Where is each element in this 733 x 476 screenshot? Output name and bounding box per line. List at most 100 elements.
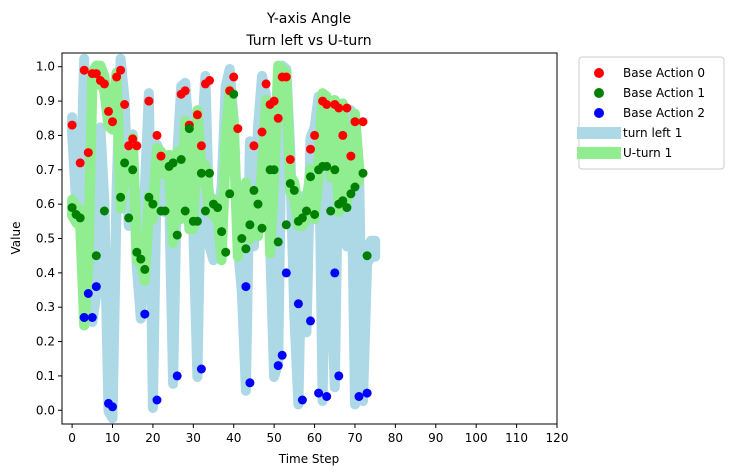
y-tick-label: 0.5: [36, 232, 55, 246]
point-base-action-1: [221, 247, 231, 257]
x-tick-label: 110: [505, 431, 528, 445]
point-base-action-2: [245, 378, 255, 388]
point-base-action-1: [144, 192, 154, 202]
point-base-action-0: [310, 130, 320, 140]
point-base-action-1: [326, 206, 336, 216]
point-base-action-0: [205, 76, 214, 85]
y-tick-label: 1.0: [36, 60, 55, 74]
point-base-action-0: [249, 141, 259, 151]
point-base-action-1: [213, 203, 223, 213]
point-base-action-0: [108, 117, 117, 127]
x-tick-label: 80: [388, 431, 403, 445]
x-tick-label: 100: [465, 431, 488, 445]
band-u-turn: [67, 60, 364, 331]
point-base-action-1: [205, 168, 214, 178]
point-base-action-0: [342, 103, 352, 113]
point-base-action-0: [273, 113, 283, 123]
point-base-action-2: [322, 392, 332, 401]
point-base-action-1: [362, 251, 372, 261]
x-tick-label: 90: [428, 431, 443, 445]
point-base-action-0: [152, 130, 162, 140]
point-base-action-2: [314, 388, 324, 398]
ticks-layer: 0 10 20 30 40 50 60 70 80 90 100 110 120 0.0 0.1 0.2 0.3…: [36, 60, 569, 445]
x-tick-label: 70: [347, 431, 362, 445]
point-base-action-1: [91, 251, 101, 261]
point-base-action-1: [225, 189, 235, 199]
point-base-action-2: [306, 316, 315, 326]
point-base-action-1: [192, 216, 202, 226]
x-tick-label: 10: [105, 431, 120, 445]
point-base-action-1: [184, 124, 194, 134]
point-base-action-0: [116, 65, 126, 75]
x-tick-label: 0: [68, 431, 76, 445]
x-tick-label: 120: [546, 431, 569, 445]
point-base-action-0: [334, 103, 344, 113]
point-base-action-2: [362, 388, 372, 398]
point-base-action-0: [112, 72, 122, 82]
point-base-action-2: [281, 268, 291, 278]
x-axis-label: Time Step: [278, 452, 340, 466]
point-base-action-1: [120, 158, 130, 168]
point-base-action-1: [160, 206, 170, 216]
x-tick-label: 50: [267, 431, 282, 445]
y-tick-label: 0.8: [36, 128, 55, 142]
chart-subtitle: Turn left vs U-turn: [245, 33, 371, 49]
point-base-action-2: [297, 395, 307, 405]
point-base-action-1: [67, 203, 77, 213]
legend-swatch-u-turn: [577, 147, 621, 159]
point-base-action-0: [338, 130, 348, 140]
point-base-action-1: [128, 165, 138, 175]
point-base-action-1: [253, 199, 263, 209]
point-base-action-1: [136, 254, 146, 264]
point-base-action-0: [261, 79, 271, 89]
chart-title: Y-axis Angle: [266, 11, 351, 27]
point-base-action-0: [196, 141, 206, 151]
point-base-action-2: [140, 309, 150, 319]
point-base-action-1: [168, 158, 178, 168]
point-base-action-1: [342, 203, 352, 213]
x-tick-label: 20: [145, 431, 160, 445]
point-base-action-0: [83, 148, 93, 158]
point-base-action-0: [358, 117, 368, 127]
point-base-action-2: [172, 371, 182, 381]
point-base-action-1: [310, 210, 320, 219]
y-tick-label: 0.4: [36, 266, 55, 280]
point-base-action-1: [172, 230, 182, 240]
legend: Base Action 0 Base Action 1 Base Action …: [577, 56, 725, 170]
point-base-action-2: [196, 364, 206, 374]
point-base-action-0: [285, 155, 295, 164]
point-base-action-1: [269, 165, 279, 175]
point-base-action-1: [148, 199, 158, 209]
point-base-action-0: [192, 110, 202, 120]
point-base-action-2: [79, 313, 89, 322]
point-base-action-0: [233, 124, 243, 134]
point-base-action-0: [120, 100, 130, 109]
point-base-action-1: [241, 244, 251, 254]
point-base-action-2: [277, 350, 287, 360]
point-base-action-1: [245, 220, 255, 230]
bands-layer: [67, 53, 381, 424]
y-tick-label: 0.7: [36, 163, 55, 177]
point-base-action-0: [144, 96, 154, 106]
point-base-action-2: [91, 282, 101, 292]
point-base-action-1: [346, 189, 356, 199]
x-tick-label: 40: [226, 431, 241, 445]
legend-swatch-turn-left: [577, 127, 621, 139]
point-base-action-1: [180, 206, 190, 216]
point-base-action-0: [306, 144, 315, 154]
point-base-action-0: [281, 72, 291, 82]
point-base-action-1: [285, 179, 295, 188]
point-base-action-1: [330, 165, 340, 175]
point-base-action-1: [358, 168, 368, 178]
point-base-action-0: [124, 141, 134, 151]
point-base-action-1: [140, 264, 150, 274]
point-base-action-1: [75, 213, 85, 223]
point-base-action-0: [346, 151, 356, 161]
point-base-action-0: [67, 120, 77, 130]
legend-label-base-action-1: Base Action 1: [623, 86, 705, 100]
point-base-action-0: [79, 65, 89, 75]
point-base-action-1: [322, 161, 332, 171]
point-base-action-1: [289, 185, 299, 195]
y-tick-label: 0.0: [36, 403, 55, 417]
point-base-action-0: [156, 151, 166, 161]
